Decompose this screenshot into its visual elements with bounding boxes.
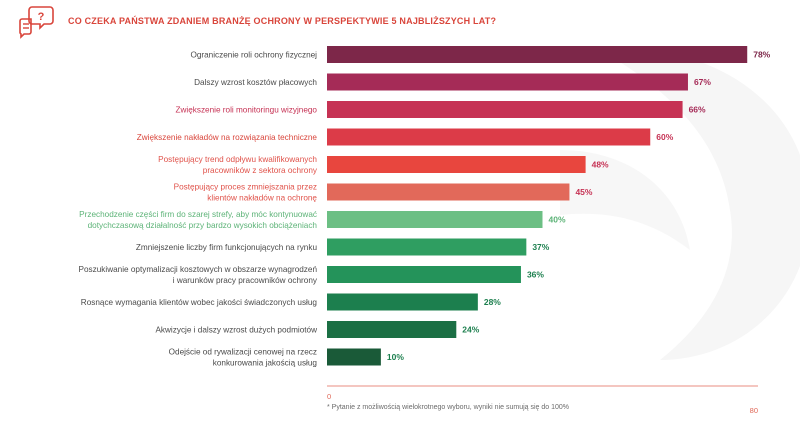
- category-label-6-line-2: klientów nakładów na ochronę: [207, 194, 317, 203]
- category-label-5-line-2: pracowników z sektora ochrony: [203, 166, 318, 175]
- svg-text:?: ?: [38, 11, 45, 23]
- value-label-1: 78%: [753, 50, 770, 60]
- value-labels: 78% 67% 66% 60% 48% 45% 40% 37% 36% 28% 24% 10%: [387, 50, 771, 363]
- chart-header: ? CO CZEKA PAŃSTWA ZDANIEM BRANŻĘ OCHRON…: [18, 4, 778, 40]
- value-label-5: 48%: [592, 160, 609, 170]
- bar-1: [327, 46, 748, 63]
- bar-8: [327, 238, 527, 256]
- bars: [327, 46, 748, 366]
- bar-7: [327, 211, 543, 228]
- x-axis: 0 80: [327, 385, 758, 415]
- value-label-11: 24%: [462, 325, 479, 335]
- category-labels: Ograniczenie roli ochrony fizycznej Dalsz…: [79, 51, 318, 368]
- footnote: * Pytanie z możliwością wielokrotnego wy…: [327, 404, 570, 411]
- bar-2: [327, 73, 688, 91]
- x-tick-label-max: 80: [750, 406, 758, 415]
- category-label-7-line-1: Przechodzenie części firm do szarej stre…: [79, 210, 317, 219]
- category-label-1: Ograniczenie roli ochrony fizycznej: [190, 51, 317, 60]
- category-label-12-line-1: Odejście od rywalizacji cenowej na rzecz: [169, 348, 317, 357]
- value-label-8: 37%: [532, 242, 549, 252]
- category-label-5-line-1: Postępujący trend odpływu kwalifikowanyc…: [158, 155, 317, 164]
- bar-6: [327, 183, 570, 201]
- category-label-9-line-2: i warunków pracy pracowników ochrony: [173, 276, 318, 285]
- category-label-2: Dalszy wzrost kosztów płacowych: [194, 78, 317, 87]
- value-label-12: 10%: [387, 352, 404, 362]
- category-label-10: Rosnące wymagania klientów wobec jakości…: [81, 298, 318, 307]
- bar-10: [327, 293, 478, 311]
- x-tick-label-min: 0: [327, 392, 331, 401]
- category-label-8: Zmniejszenie liczby firm funkcjonujących…: [136, 243, 318, 252]
- background-watermark: [560, 49, 800, 360]
- category-label-3: Zwiększenie roli monitoringu wizyjnego: [175, 106, 317, 115]
- value-label-4: 60%: [656, 132, 673, 142]
- value-label-10: 28%: [484, 297, 501, 307]
- bar-11: [327, 321, 457, 338]
- chart-title: CO CZEKA PAŃSTWA ZDANIEM BRANŻĘ OCHRONY …: [68, 16, 497, 26]
- category-label-4: Zwiększenie nakładów na rozwiązania tech…: [137, 133, 318, 142]
- category-label-12-line-2: konkurowania jakością usług: [213, 359, 318, 368]
- category-label-6-line-1: Postępujący proces zmniejszania przez: [174, 183, 317, 192]
- bar-4: [327, 128, 651, 146]
- bar-12: [327, 348, 381, 366]
- value-label-2: 67%: [694, 77, 711, 87]
- bar-5: [327, 156, 586, 173]
- category-label-11: Akwizycje i dalszy wzrost dużych podmiot…: [155, 326, 317, 335]
- category-label-9-line-1: Poszukiwanie optymalizacji kosztowych w …: [79, 265, 318, 274]
- bar-3: [327, 101, 683, 118]
- value-label-6: 45%: [575, 187, 592, 197]
- value-label-3: 66%: [689, 105, 706, 115]
- category-label-7-line-2: dotychczasową działalność przy bardzo wy…: [88, 221, 318, 230]
- chat-question-icon: ?: [19, 6, 54, 39]
- bar-9: [327, 266, 521, 283]
- value-label-9: 36%: [527, 270, 544, 280]
- value-label-7: 40%: [549, 215, 566, 225]
